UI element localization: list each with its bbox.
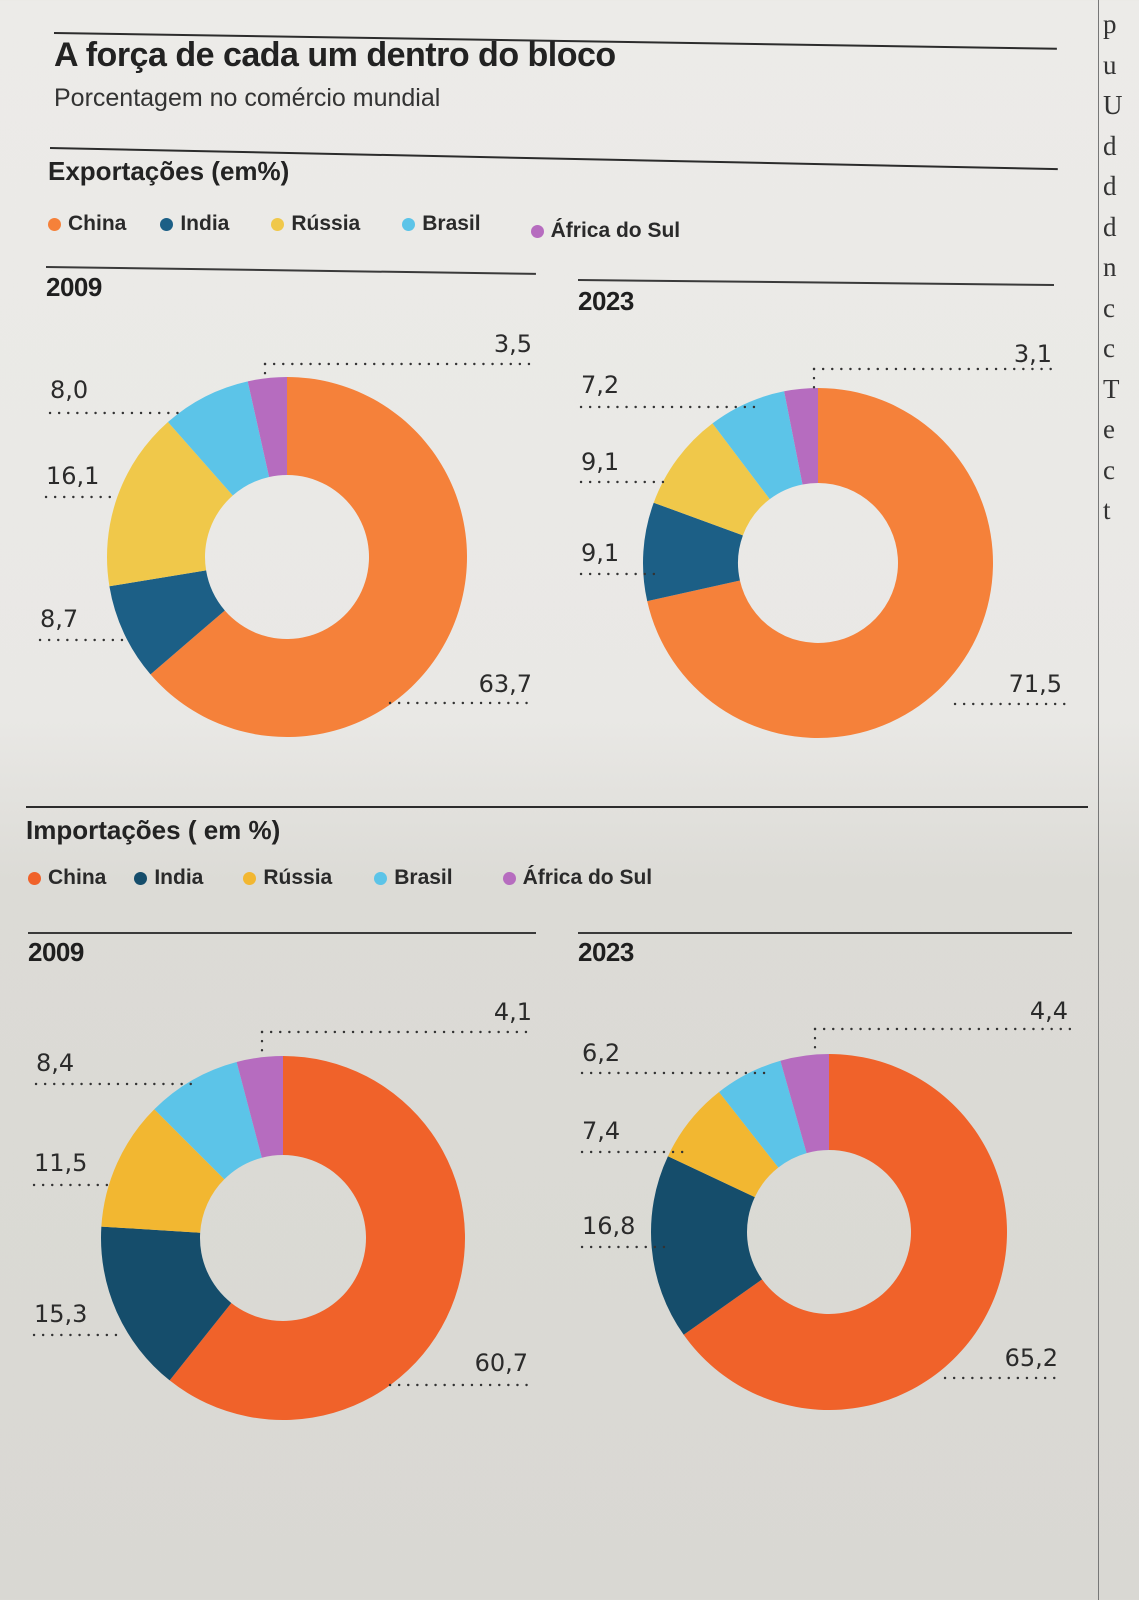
donut-slice-brasil [154, 1062, 262, 1180]
column-text-fragment: U [1103, 90, 1123, 120]
imports-2009-rule [28, 932, 536, 934]
china-dot-icon [28, 871, 41, 885]
exports-section-title: Exportações (em%) [48, 156, 290, 186]
legend-label: India [180, 212, 230, 235]
data-label-r-ssia: 11,5 [34, 1149, 87, 1177]
column-text-fragment: d [1103, 171, 1117, 201]
data-label-india: 15,3 [34, 1300, 87, 1328]
legend-label: Rússia [291, 212, 361, 235]
india-dot-icon [160, 217, 174, 231]
column-text-fragment: T [1103, 373, 1120, 404]
legend-item-china: China [48, 212, 126, 236]
page-subtitle: Porcentagem no comércio mundial [54, 84, 441, 112]
data-label--frica-do-sul: 4,1 [494, 998, 532, 1026]
india-dot-icon [134, 871, 148, 885]
page-title: A força de cada um dentro do bloco [54, 36, 616, 74]
donut-slice-brasil [167, 381, 270, 496]
legend-item-africa-do-sul: África do Sul [530, 219, 681, 243]
donut-slice-china [683, 1054, 1007, 1410]
legend-item-brasil: Brasil [374, 866, 453, 890]
data-label-brasil: 8,0 [50, 376, 88, 404]
data-label-china: 65,2 [1005, 1344, 1058, 1372]
data-label-r-ssia: 7,4 [582, 1117, 620, 1145]
column-text-fragment: c [1103, 333, 1115, 363]
imports-2023-rule [578, 932, 1072, 934]
donut-slice-india [643, 502, 743, 602]
data-label-brasil: 7,2 [581, 371, 619, 399]
donut-slice-china [150, 377, 468, 737]
donut-slice--frica-do-sul [784, 388, 818, 485]
data-label--frica-do-sul: 4,4 [1030, 997, 1068, 1025]
legend-label: China [48, 866, 107, 889]
imports-section-title: Importações ( em %) [26, 815, 281, 845]
legend-label: Brasil [394, 866, 453, 889]
column-text-fragment: c [1103, 292, 1115, 323]
russia-dot-icon [243, 871, 257, 885]
donut-slice-r-ssia [653, 423, 770, 536]
column-text-fragment: e [1103, 414, 1115, 444]
legend-label: India [154, 866, 204, 889]
legend-item-russia: Rússia [271, 212, 360, 236]
column-text-fragment: c [1103, 454, 1115, 485]
china-dot-icon [48, 217, 61, 231]
russia-dot-icon [271, 217, 285, 231]
data-label-china: 63,7 [479, 670, 532, 698]
column-text-fragment: n [1103, 252, 1117, 282]
donut-slice-india [651, 1156, 763, 1335]
donut-slice-india [109, 570, 225, 675]
donut-slice-brasil [712, 391, 803, 500]
imports-legend: China India Rússia Brasil África do Sul [28, 866, 684, 890]
legend-item-brasil: Brasil [402, 212, 481, 236]
data-label--frica-do-sul: 3,1 [1014, 340, 1052, 368]
legend-label: África do Sul [522, 866, 653, 889]
data-label-india: 16,8 [582, 1212, 635, 1240]
data-label-india: 9,1 [581, 539, 619, 567]
legend-label: África do Sul [550, 219, 681, 242]
legend-label: China [68, 212, 127, 235]
data-label-brasil: 8,4 [36, 1049, 74, 1077]
africa-do-sul-dot-icon [530, 224, 544, 238]
legend-item-russia: Rússia [243, 866, 332, 890]
brasil-dot-icon [402, 217, 416, 231]
exports-2009-year: 2009 [46, 272, 102, 302]
donut-slice-r-ssia [101, 1109, 225, 1233]
column-text-fragment: d [1103, 130, 1117, 161]
imports-rule [26, 806, 1088, 808]
donut-slice-china [169, 1056, 465, 1421]
donut-slice-china [647, 388, 993, 738]
legend-item-africa-do-sul: África do Sul [502, 866, 653, 890]
legend-item-india: India [160, 212, 229, 236]
column-text-fragment: u [1103, 49, 1117, 80]
data-label-china: 71,5 [1009, 670, 1062, 698]
donut-slice--frica-do-sul [236, 1056, 283, 1158]
legend-label: Brasil [422, 212, 481, 235]
africa-do-sul-dot-icon [502, 871, 516, 885]
data-label-r-ssia: 16,1 [46, 462, 99, 490]
data-label-r-ssia: 9,1 [581, 448, 619, 476]
donut-slice-brasil [719, 1060, 807, 1168]
legend-item-china: China [28, 866, 106, 890]
exports-legend: China India Rússia Brasil África do Sul [48, 205, 712, 243]
column-text-fragment: p [1103, 9, 1117, 39]
donut-slice--frica-do-sul [780, 1054, 829, 1154]
donut-slice-r-ssia [106, 421, 233, 587]
data-label-india: 8,7 [40, 605, 78, 633]
data-label-brasil: 6,2 [582, 1039, 620, 1067]
donut-slice-r-ssia [667, 1092, 779, 1198]
legend-label: Rússia [263, 866, 333, 889]
imports-2023-year: 2023 [578, 937, 634, 967]
column-text-fragment: d [1103, 211, 1117, 242]
imports-2009-year: 2009 [28, 937, 84, 967]
data-label-china: 60,7 [475, 1349, 528, 1377]
exports-2023-year: 2023 [578, 286, 634, 316]
column-text-fragment: t [1103, 495, 1111, 525]
data-label--frica-do-sul: 3,5 [494, 330, 532, 358]
donut-slice--frica-do-sul [247, 377, 287, 477]
brasil-dot-icon [374, 871, 388, 885]
donut-slice-india [101, 1226, 232, 1381]
legend-item-india: India [134, 866, 203, 890]
